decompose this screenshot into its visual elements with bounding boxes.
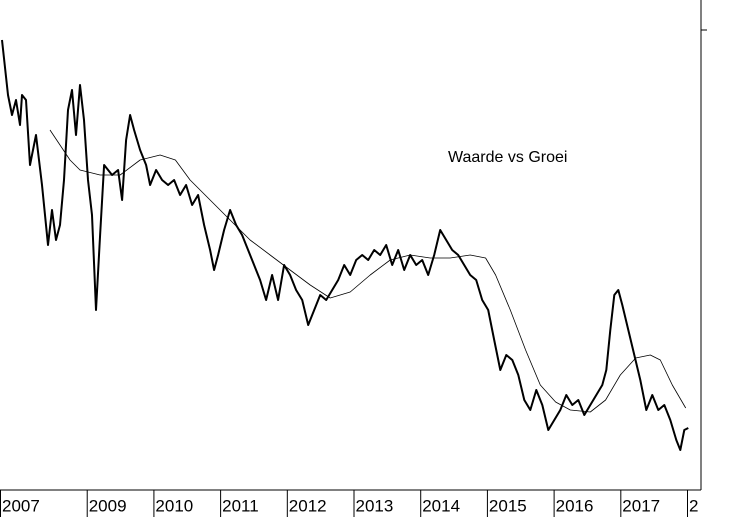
series-line <box>1 39 689 451</box>
chart-title: Waarde vs Groei <box>448 149 567 166</box>
x-tick-label: 2009 <box>89 496 127 515</box>
x-tick-label: 2013 <box>356 496 394 515</box>
x-tick-label: 2016 <box>556 496 594 515</box>
x-tick-label: 2017 <box>622 496 660 515</box>
x-tick-label: 2012 <box>289 496 327 515</box>
x-tick-label: 2 <box>689 496 698 515</box>
x-tick-label: 2010 <box>155 496 193 515</box>
x-tick-label: 2015 <box>489 496 527 515</box>
series-line <box>49 129 687 413</box>
x-tick-label: 2014 <box>422 496 460 515</box>
x-tick-label: 2011 <box>222 496 259 515</box>
x-tick-label: 2007 <box>2 496 40 515</box>
